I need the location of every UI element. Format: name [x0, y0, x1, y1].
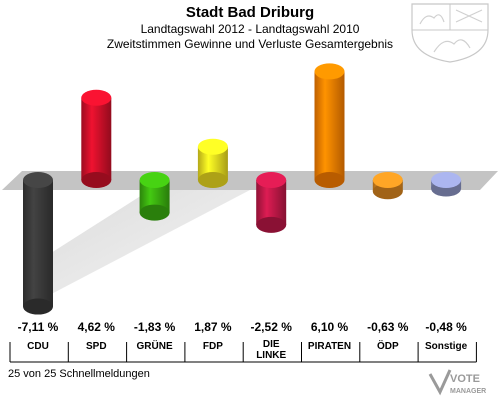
- bar-bottom-cap: [23, 298, 53, 315]
- bar-ödp: [372, 172, 403, 200]
- category-label: FDP: [203, 341, 223, 352]
- category-label: ÖDP: [377, 339, 399, 352]
- bar-die-linke: [256, 172, 287, 233]
- bar-bottom-cap: [81, 172, 112, 188]
- bar-piraten: [314, 63, 345, 188]
- bar-bottom-cap: [372, 183, 403, 200]
- value-label: -0,63 %: [367, 320, 409, 334]
- value-label: -1,83 %: [134, 320, 176, 334]
- value-label: 4,62 %: [78, 320, 116, 334]
- value-label: -0,48 %: [425, 320, 467, 334]
- logo-text-2: MANAGER: [450, 388, 486, 395]
- value-label: -7,11 %: [18, 320, 59, 334]
- bar-top-cap: [372, 172, 403, 188]
- bar-top-cap: [139, 172, 170, 188]
- value-label: 1,87 %: [194, 320, 232, 334]
- category-label: SPD: [86, 341, 107, 352]
- category-label: DIE: [263, 339, 280, 350]
- category-label: PIRATEN: [308, 341, 351, 352]
- bar-top-cap: [314, 63, 345, 80]
- chart-subtitle-2: Zweitstimmen Gewinne und Verluste Gesamt…: [106, 37, 394, 51]
- value-label: 6,10 %: [311, 320, 349, 334]
- coat-of-arms-icon: [411, 3, 489, 63]
- bar-bottom-cap: [256, 216, 287, 233]
- bar-body: [314, 71, 345, 180]
- chart-shadow: [40, 190, 250, 300]
- category-label: Sonstige: [425, 341, 468, 352]
- category-label: CDU: [27, 341, 49, 352]
- bar-body: [23, 180, 53, 307]
- logo-text: VOTE: [450, 373, 480, 385]
- chart-floor: [2, 171, 498, 190]
- bar-top-cap: [256, 172, 287, 188]
- chart-subtitle-1: Landtagswahl 2012 - Landtagswahl 2010: [140, 22, 360, 36]
- bar-bottom-cap: [314, 172, 345, 188]
- bar-fdp: [197, 138, 228, 188]
- category-label-line2: LINKE: [256, 350, 286, 361]
- bar-spd: [81, 89, 112, 188]
- bar-sonstige: [431, 172, 462, 197]
- bar-top-cap: [23, 172, 53, 188]
- footer-text: 25 von 25 Schnellmeldungen: [8, 368, 150, 380]
- bar-grüne: [139, 172, 170, 221]
- chart-title: Stadt Bad Driburg: [185, 4, 315, 21]
- category-label: GRÜNE: [137, 339, 173, 352]
- bar-cdu: [23, 172, 53, 315]
- bar-bottom-cap: [197, 172, 228, 188]
- vote-manager-logo-icon: VOTE MANAGER: [428, 369, 486, 396]
- bar-top-cap: [81, 89, 112, 106]
- bar-body: [81, 97, 112, 180]
- bar-top-cap: [197, 138, 228, 155]
- bar-bottom-cap: [139, 204, 170, 221]
- value-label: -2,52 %: [251, 320, 293, 334]
- bar-top-cap: [431, 172, 462, 188]
